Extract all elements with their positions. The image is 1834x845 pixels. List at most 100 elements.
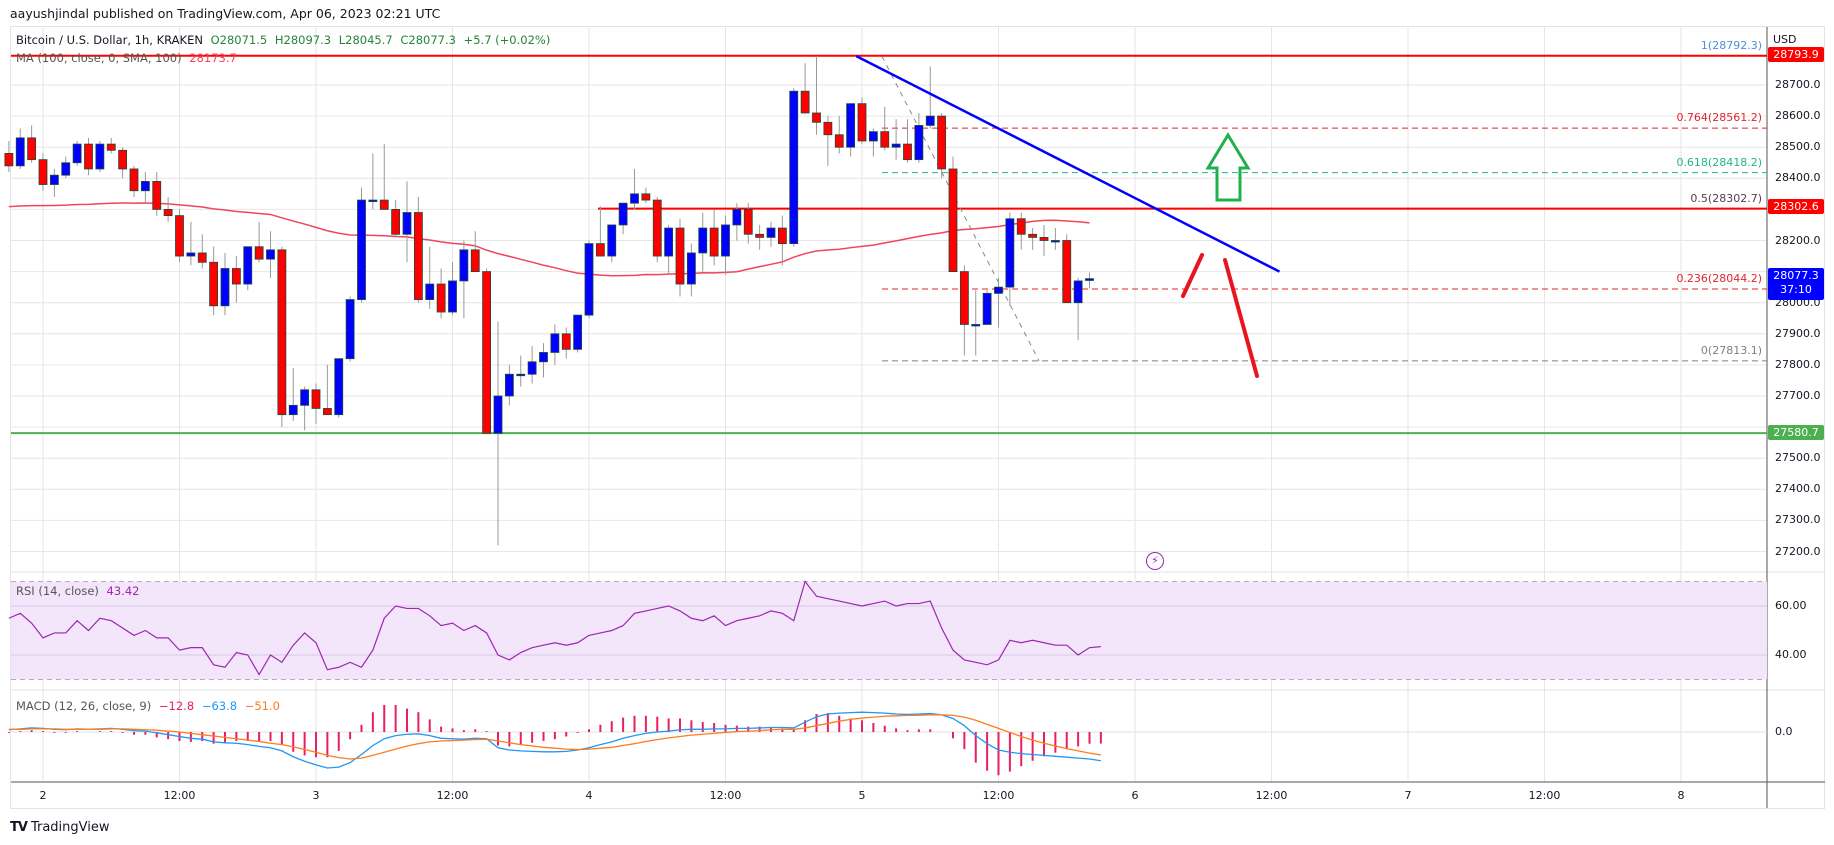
candle — [607, 224, 617, 257]
publisher-info: aayushjindal published on TradingView.co… — [10, 6, 441, 21]
rsi-tick-40: 40.00 — [1775, 648, 1807, 661]
price-tick: 28600.0 — [1775, 109, 1821, 123]
price-tick: 27800.0 — [1775, 357, 1821, 371]
candle — [402, 212, 412, 235]
time-tick: 6 — [1131, 789, 1139, 802]
candle — [641, 193, 651, 201]
candle — [1073, 280, 1083, 304]
candle — [595, 243, 605, 257]
candle — [448, 280, 457, 313]
rsi-label: RSI (14, close) — [16, 584, 99, 598]
resistance-badge: 28302.6 — [1768, 199, 1824, 214]
candle — [891, 143, 901, 148]
candle — [982, 292, 992, 325]
candle — [277, 249, 287, 416]
tradingview-logo[interactable]: TV TradingView — [10, 820, 109, 835]
candle — [27, 137, 37, 161]
arrow-up-icon — [1205, 132, 1251, 202]
candle — [345, 299, 355, 360]
rsi-legend: RSI (14, close) 43.42 — [16, 584, 143, 598]
rsi-line — [8, 580, 1101, 676]
candle — [322, 408, 332, 416]
candle — [550, 333, 560, 353]
candle — [243, 246, 253, 285]
candle — [436, 283, 446, 313]
candle — [800, 90, 810, 114]
brand-name: TradingView — [30, 820, 110, 835]
candle — [482, 271, 492, 434]
candle — [220, 268, 230, 307]
bar-countdown: 37:10 — [1780, 283, 1812, 296]
candle — [630, 193, 639, 204]
rsi-tick-60: 60.00 — [1775, 599, 1807, 612]
candle — [925, 115, 935, 126]
macd-line — [8, 711, 1101, 769]
candle — [732, 208, 742, 226]
candle — [789, 90, 799, 245]
time-tick: 4 — [585, 789, 593, 802]
time-tick: 2 — [39, 789, 47, 802]
price-tick: 28400.0 — [1775, 171, 1821, 185]
candle — [163, 208, 173, 217]
macd-signal-value: −51.0 — [244, 699, 280, 713]
candle — [4, 153, 14, 167]
support-badge: 27580.7 — [1768, 425, 1824, 440]
arrow-red-up-stroke — [1181, 253, 1204, 298]
candle — [49, 174, 59, 185]
candle — [152, 181, 162, 210]
fib-label: 1(28792.3) — [1700, 39, 1762, 53]
candle — [812, 112, 821, 123]
time-tick: 8 — [1677, 789, 1685, 802]
candle — [766, 227, 776, 238]
ma-label: MA (100, close, 0, SMA, 100) — [16, 51, 182, 65]
candle — [425, 283, 435, 300]
candle — [61, 162, 71, 176]
candle — [823, 121, 833, 136]
candle — [379, 199, 389, 210]
candle — [857, 103, 867, 142]
candle — [527, 361, 537, 375]
candle — [914, 125, 924, 161]
fib-label: 0.618(28418.2) — [1676, 155, 1762, 169]
macd-hist-value: −12.8 — [158, 699, 195, 713]
ma-line — [8, 202, 1090, 277]
candle — [1039, 236, 1049, 241]
price-tick: 27900.0 — [1775, 326, 1821, 340]
candle — [254, 246, 264, 260]
ohlc-open: O28071.5 — [210, 33, 268, 47]
time-tick: 12:00 — [709, 789, 742, 802]
candle — [186, 252, 196, 257]
candle — [140, 181, 150, 192]
time-tick: 12:00 — [163, 789, 196, 802]
macd-signal-line — [8, 714, 1101, 760]
candle — [652, 199, 662, 257]
time-tick: 3 — [312, 789, 320, 802]
candle — [709, 227, 719, 257]
candle — [357, 199, 366, 300]
currency-label: USD — [1773, 33, 1797, 46]
tradingview-mark-icon: TV — [10, 820, 28, 835]
candle — [38, 159, 48, 185]
candle — [459, 249, 469, 282]
lightning-icon[interactable]: ⚡ — [1146, 552, 1164, 570]
candle — [106, 143, 116, 151]
price-tick: 27400.0 — [1775, 482, 1821, 496]
arrow-red-down-stroke — [1223, 258, 1259, 378]
candle — [743, 208, 753, 235]
time-tick: 5 — [858, 789, 866, 802]
candle — [1028, 233, 1038, 238]
candle — [1062, 240, 1072, 304]
candle — [413, 212, 423, 300]
fib-diagonal — [881, 56, 1040, 362]
candle — [266, 249, 275, 260]
macd-legend: MACD (12, 26, close, 9) −12.8 −63.8 −51.… — [16, 699, 284, 713]
candle — [618, 202, 628, 226]
time-tick: 12:00 — [1255, 789, 1288, 802]
candle — [368, 199, 378, 202]
ohlc-high: H28097.3 — [274, 33, 332, 47]
candle — [84, 143, 93, 170]
ma-legend: MA (100, close, 0, SMA, 100) 28173.7 — [16, 51, 241, 65]
candle — [300, 389, 310, 406]
candle — [948, 168, 958, 272]
